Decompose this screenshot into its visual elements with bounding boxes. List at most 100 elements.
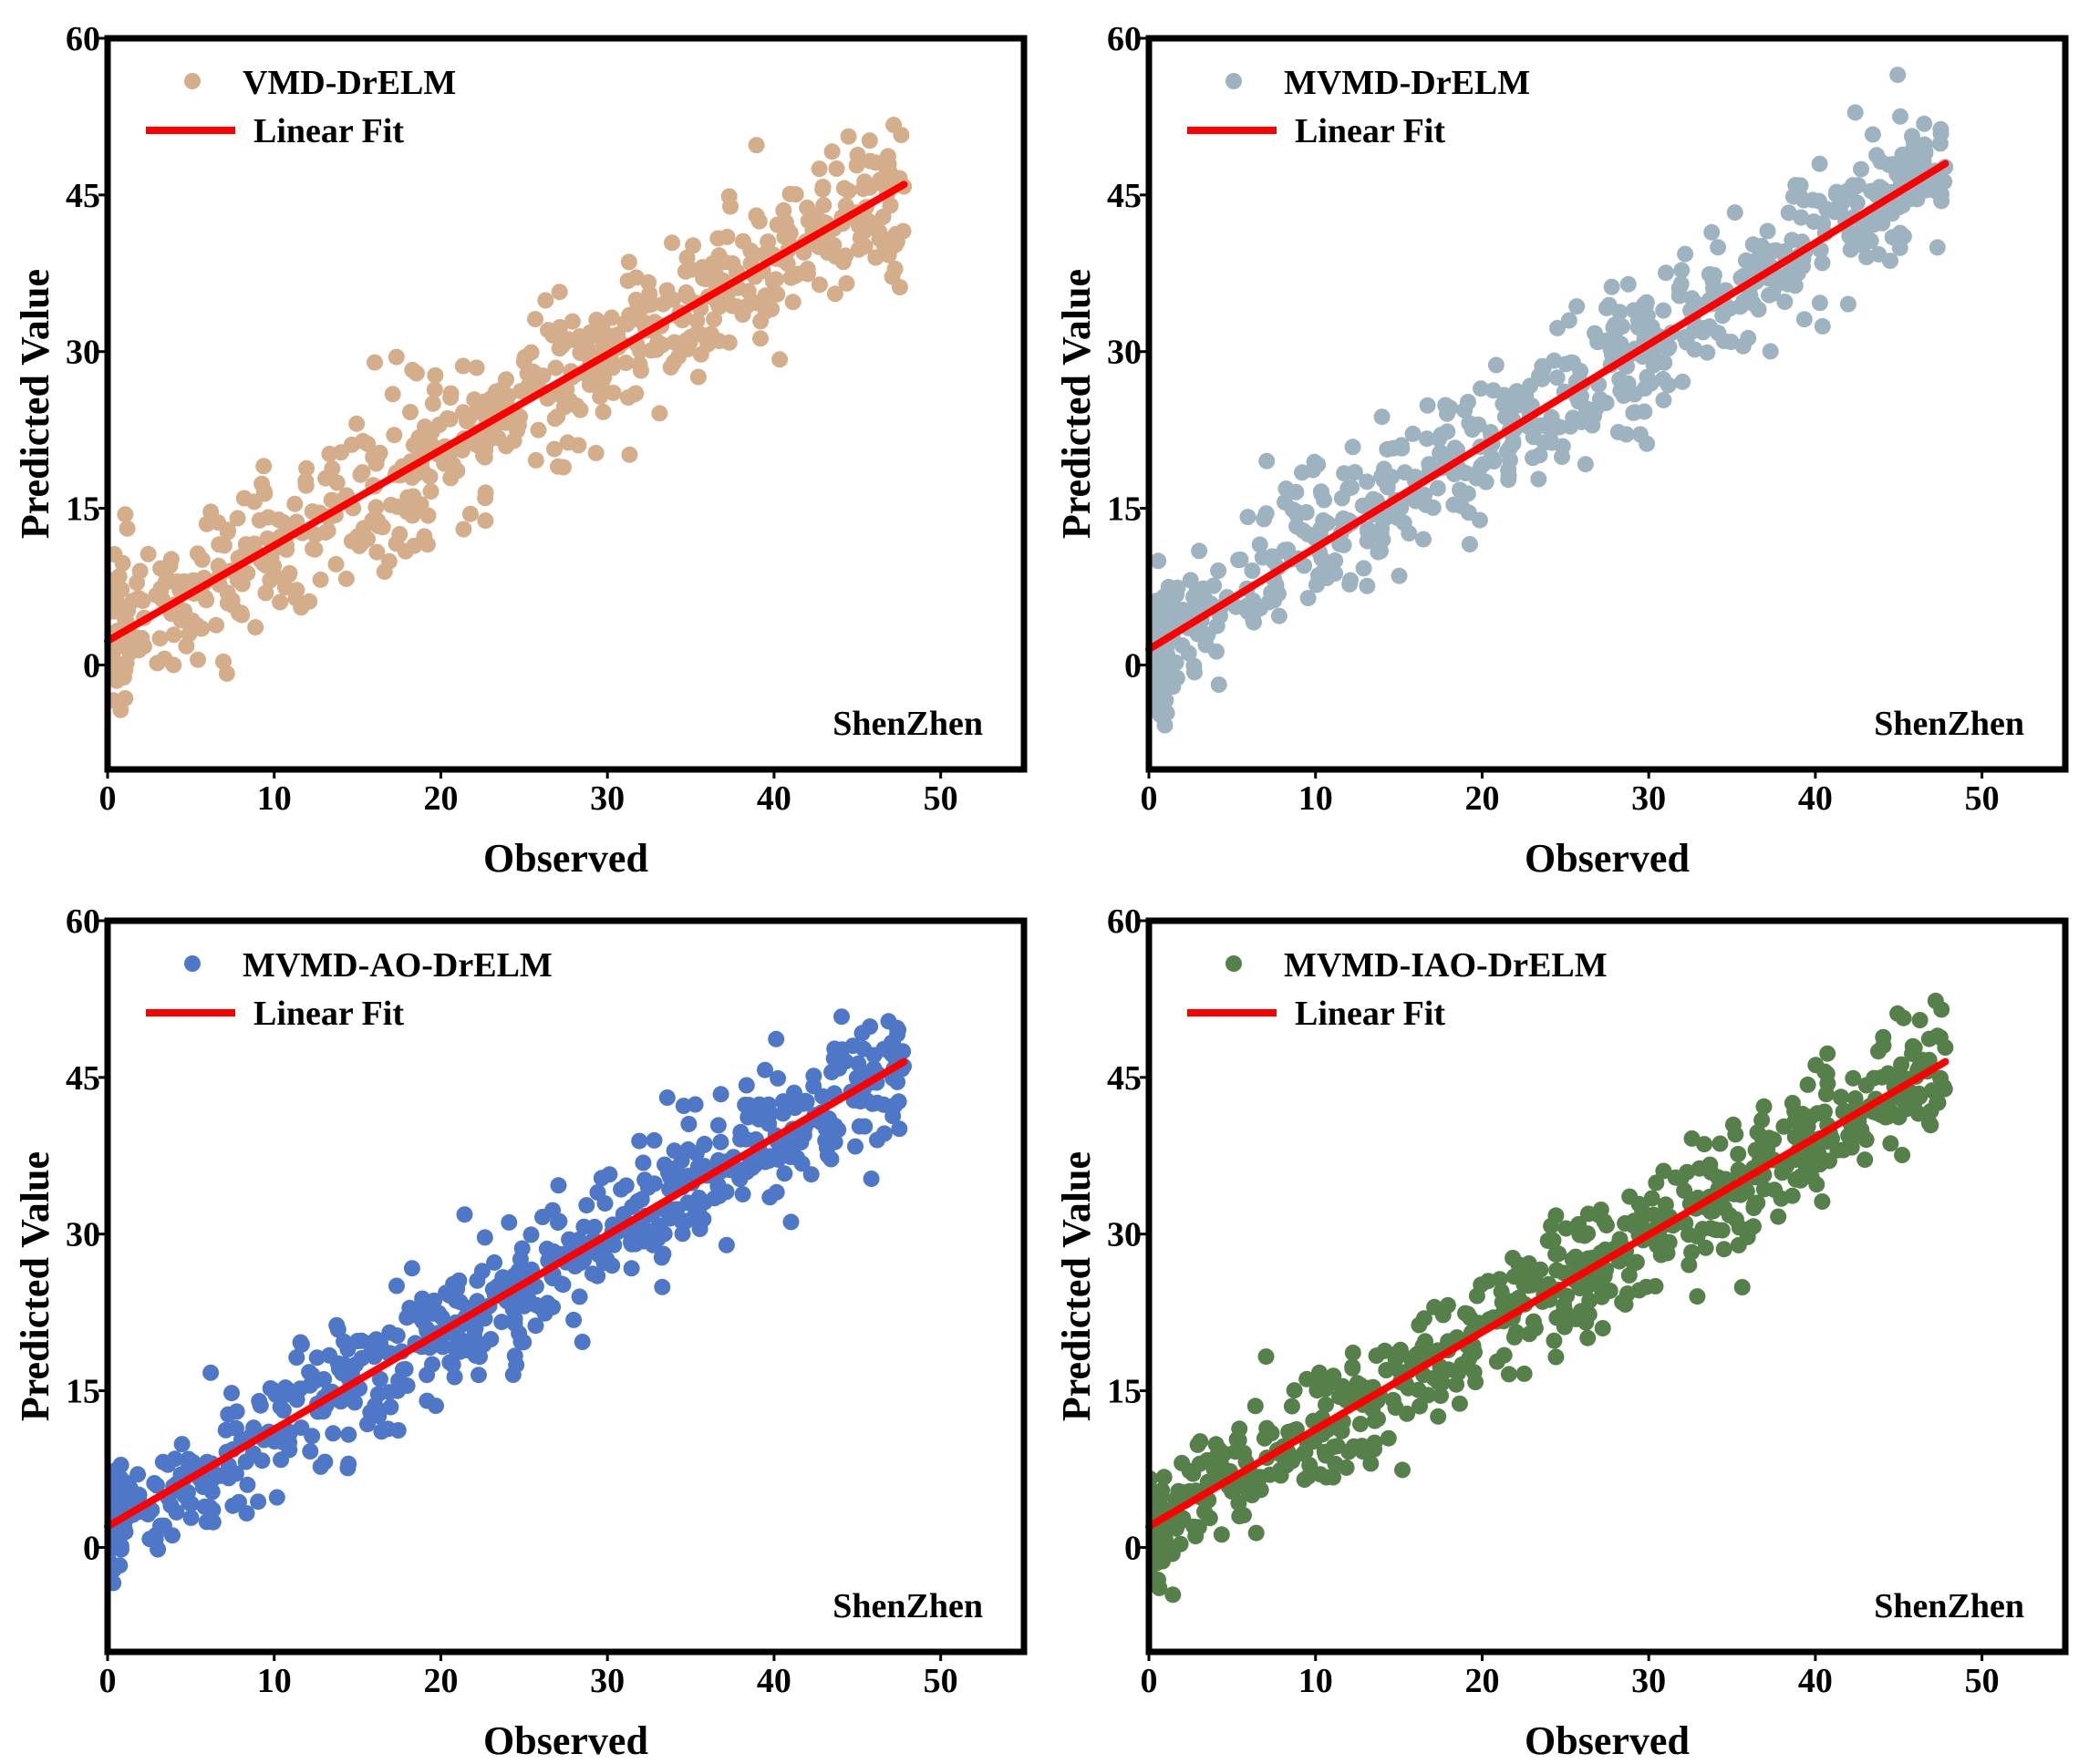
data-point [722,198,739,215]
x-tick-label: 20 [423,779,458,818]
data-point [775,201,792,219]
data-point [1579,1250,1597,1267]
data-point [1270,607,1288,624]
x-axis-title: Observed [1525,1718,1690,1763]
data-point [1730,1145,1747,1162]
scatter-points [108,117,913,718]
data-point [1194,580,1212,597]
y-tick-label: 30 [66,1216,100,1254]
data-point [250,1493,267,1511]
data-point [623,1260,640,1277]
data-point [1900,151,1918,169]
data-point [1301,1457,1319,1474]
data-point [1456,402,1474,418]
data-point [1426,1298,1443,1315]
data-point [1857,1077,1875,1094]
data-point [1387,1399,1404,1417]
data-point [646,1175,663,1192]
x-tick-label: 50 [924,1662,958,1700]
data-point [1724,1116,1742,1133]
data-point [194,1479,212,1495]
data-point [506,1347,523,1365]
data-point [814,179,832,196]
data-point [384,386,401,403]
y-tick-label: 45 [66,1059,100,1098]
data-point [1677,245,1694,263]
data-point [251,1392,268,1409]
x-tick-label: 40 [1798,1662,1833,1700]
data-point [1892,108,1908,125]
data-point [422,483,440,500]
data-point [1277,493,1293,511]
data-point [1609,424,1627,440]
data-point [1936,173,1953,191]
data-point [760,1096,777,1113]
data-point [822,1150,840,1168]
data-point [1715,1241,1732,1258]
data-point [1327,565,1344,583]
data-point [481,425,499,442]
y-tick-label: 45 [1107,1059,1142,1098]
y-tick-label: 60 [66,903,100,941]
data-point [784,294,801,311]
data-point [204,1513,222,1531]
y-tick-label: 30 [66,334,100,372]
data-point [1852,222,1869,240]
data-point [1546,1332,1563,1349]
data-point [1396,464,1413,481]
data-point [1525,1313,1542,1330]
data-point [782,269,800,286]
data-point [1474,456,1492,473]
data-point [739,283,757,300]
data-point [1579,1205,1597,1222]
data-point [603,309,620,326]
data-point [1621,1188,1639,1205]
y-tick-label: 15 [66,1373,100,1411]
data-point [604,1257,621,1274]
data-point [268,1489,285,1506]
data-point [742,242,760,259]
data-point [1457,465,1474,481]
data-point [298,459,315,477]
data-point [1525,449,1541,467]
data-point [151,630,169,647]
data-point [1879,1108,1897,1125]
data-point [712,1133,729,1150]
data-point [1156,717,1174,734]
data-point [550,1214,566,1231]
data-point [281,1423,298,1440]
data-point [1309,567,1327,584]
data-point [1839,295,1856,313]
data-point [1418,430,1435,448]
data-point [1932,1069,1949,1087]
data-point [673,1152,690,1169]
data-point [1931,135,1949,152]
data-point [544,1298,562,1315]
data-point [530,421,547,438]
data-point [768,1030,785,1047]
x-tick-label: 0 [99,779,117,818]
data-point [1440,1361,1457,1378]
data-point [1500,471,1517,489]
data-point [1239,509,1257,526]
data-point [867,249,884,266]
data-point [1379,440,1396,458]
data-point [522,366,540,384]
data-point [255,458,273,475]
data-point [1210,562,1227,579]
data-point [1895,1009,1912,1026]
data-point [1366,1434,1383,1451]
data-point [281,564,298,582]
data-point [1749,1124,1766,1141]
data-point [1439,423,1456,440]
data-point [1814,254,1831,272]
data-point [315,1403,332,1420]
data-point [1169,579,1186,596]
data-point [1795,311,1813,328]
data-point [308,1349,326,1367]
data-point [1359,577,1376,594]
data-point [1416,486,1433,503]
data-point [408,499,426,516]
data-point [1891,239,1908,256]
data-point [1257,1348,1275,1366]
